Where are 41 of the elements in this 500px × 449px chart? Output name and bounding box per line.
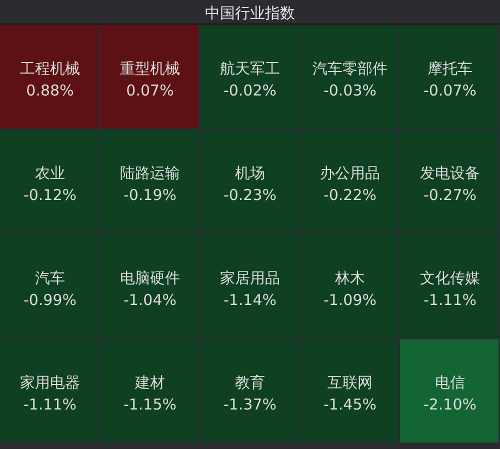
data-label: 0.07% — [126, 81, 174, 100]
data-label: -0.19% — [123, 186, 177, 204]
category-label: 家用电器 — [20, 374, 80, 392]
data-label: -0.27% — [423, 186, 477, 204]
category-label: 教育 — [235, 374, 265, 392]
category-label: 工程机械 — [20, 59, 80, 78]
category-label: 汽车 — [35, 268, 65, 287]
data-label: -0.99% — [23, 290, 77, 309]
data-label: -1.11% — [23, 396, 77, 414]
data-label: -1.09% — [323, 290, 377, 309]
category-label: 机场 — [235, 164, 265, 182]
category-label: 家居用品 — [220, 268, 280, 287]
data-label: -0.07% — [423, 81, 477, 100]
data-label: -1.45% — [323, 396, 377, 414]
data-label: -1.04% — [123, 290, 177, 309]
category-label: 汽车零部件 — [312, 59, 388, 78]
category-label: 电信 — [435, 374, 465, 392]
data-label: -0.22% — [323, 186, 377, 204]
category-label: 互联网 — [328, 374, 372, 392]
data-label: 0.88% — [26, 81, 74, 100]
data-label: -1.11% — [423, 290, 477, 309]
category-label: 办公用品 — [320, 164, 380, 182]
data-label: -0.03% — [323, 81, 377, 100]
data-label: -0.12% — [23, 186, 77, 204]
data-label: -1.37% — [223, 396, 277, 414]
category-label: 摩托车 — [428, 59, 472, 78]
category-label: 建材 — [134, 374, 165, 392]
data-label: -1.15% — [123, 396, 177, 414]
category-label: 电脑硬件 — [120, 268, 180, 287]
category-label: 林木 — [334, 268, 365, 287]
data-label: -0.02% — [223, 81, 277, 100]
category-label: 重型机械 — [120, 59, 180, 78]
category-label: 发电设备 — [420, 164, 480, 182]
data-label: -0.23% — [223, 186, 277, 204]
category-label: 陆路运输 — [120, 164, 180, 182]
data-label: -2.10% — [423, 396, 477, 414]
text: 中国行业指数 — [205, 4, 295, 22]
category-label: 农业 — [35, 164, 65, 182]
category-label: 文化传媒 — [420, 268, 480, 287]
category-label: 航天军工 — [220, 59, 280, 78]
data-label: -1.14% — [223, 290, 277, 309]
